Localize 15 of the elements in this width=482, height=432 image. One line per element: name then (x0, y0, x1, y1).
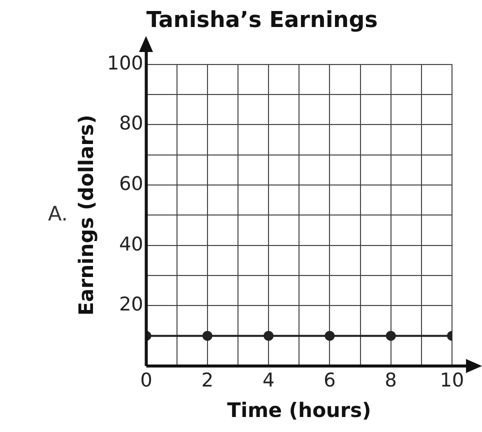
y-tick-label: 80 (119, 112, 144, 135)
y-tick-label: 60 (119, 172, 144, 195)
text: A. (48, 201, 68, 226)
y-tick-label: 40 (119, 233, 144, 256)
x-tick-label: 0 (140, 369, 152, 392)
x-tick-label: 6 (324, 369, 336, 392)
x-axis-title: Time (hours) (227, 398, 372, 422)
x-tick-label: 10 (440, 369, 464, 392)
y-tick-label: 100 (107, 52, 144, 74)
y-tick-label: 20 (119, 294, 144, 316)
x-tick-label: 4 (262, 369, 275, 392)
x-tick-label: 2 (201, 369, 214, 392)
chart-title: Tanisha’s Earnings (146, 8, 378, 33)
x-tick-label: 8 (384, 369, 397, 392)
y-axis-title: Earnings (dollars) (74, 114, 98, 316)
